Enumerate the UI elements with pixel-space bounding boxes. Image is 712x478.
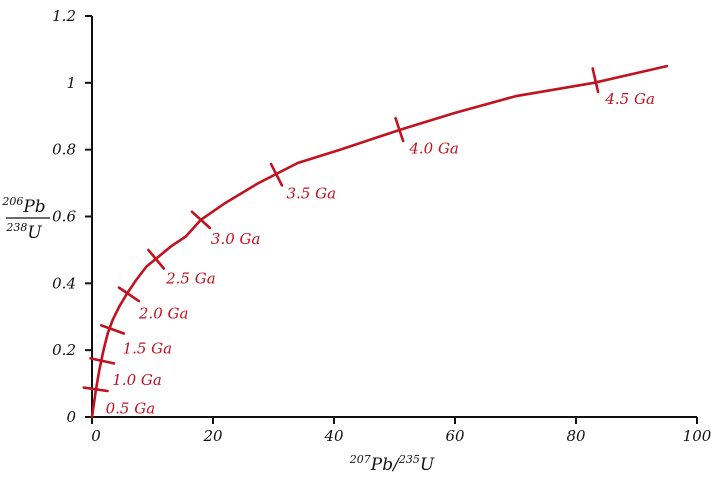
y-tick-label: 0.4	[52, 274, 76, 292]
age-label: 3.5 Ga	[287, 185, 337, 203]
age-tick-mark	[82, 386, 109, 393]
age-tick-mark	[591, 67, 600, 94]
x-ticks: 0 20 40 60 80 100	[91, 417, 712, 445]
svg-text:206Pb: 206Pb	[1, 195, 45, 217]
age-label: 1.0 Ga	[112, 371, 162, 389]
age-label: 2.0 Ga	[138, 304, 189, 322]
age-label: 2.5 Ga	[165, 269, 216, 287]
y-tick-label: 1.2	[52, 7, 76, 25]
x-tick-label: 0	[91, 427, 101, 445]
series-line	[90, 64, 669, 419]
age-tick-mark	[89, 357, 116, 365]
x-tick-label: 20	[202, 427, 223, 445]
x-tick-label: 60	[445, 427, 465, 445]
age-label: 4.0 Ga	[408, 140, 459, 158]
y-axis-label: 206Pb 238U	[1, 195, 50, 243]
age-label: 4.5 Ga	[604, 90, 655, 108]
age-marks: 0.5 Ga 1.0 Ga 1.5 Ga 2.0 Ga 2.5 Ga 3.0 Ga 3.5 …	[82, 67, 655, 417]
y-tick-label: 1	[66, 74, 76, 92]
age-label: 1.5 Ga	[123, 339, 173, 357]
age-tick-mark	[190, 210, 212, 230]
age-tick-mark	[394, 116, 405, 143]
age-tick-mark	[117, 286, 141, 303]
age-label: 0.5 Ga	[106, 399, 156, 417]
x-axis-label: 207Pb/235U	[349, 453, 435, 475]
x-tick-label: 40	[323, 427, 344, 445]
age-tick-mark	[99, 324, 126, 335]
age-label: 3.0 Ga	[211, 230, 261, 248]
x-tick-label: 100	[683, 427, 712, 445]
y-tick-label: 0.8	[52, 141, 76, 159]
age-tick-mark	[147, 248, 166, 270]
y-tick-label: 0	[66, 408, 76, 426]
y-tick-label: 0.2	[52, 341, 76, 359]
age-tick-mark	[269, 162, 284, 187]
y-tick-label: 0.6	[52, 208, 76, 226]
svg-text:238U: 238U	[5, 221, 42, 243]
x-tick-label: 80	[566, 427, 586, 445]
y-ticks: 0 0.2 0.4 0.6 0.8 1 1.2	[52, 7, 92, 426]
